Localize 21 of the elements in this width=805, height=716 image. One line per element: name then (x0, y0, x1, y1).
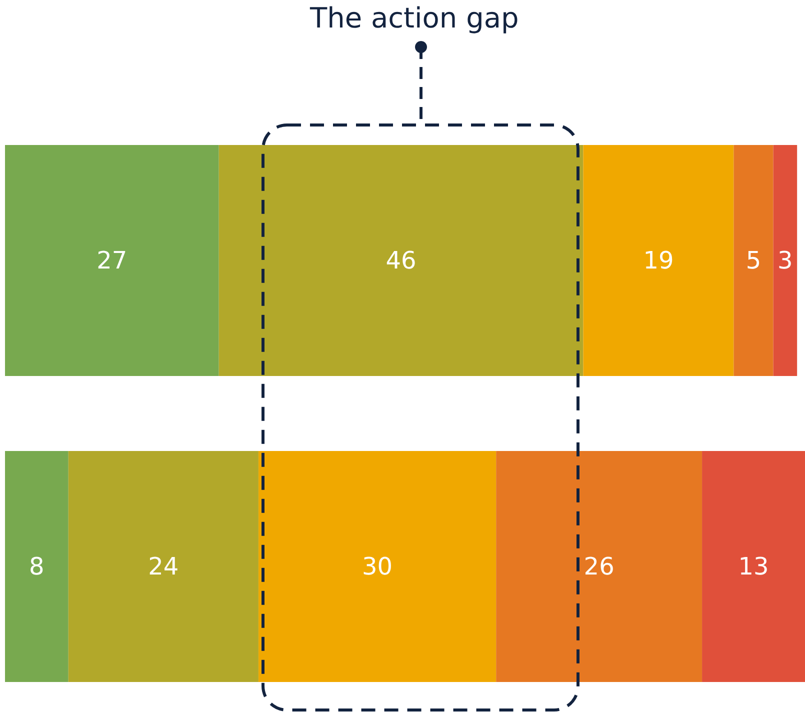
bar (496, 451, 702, 682)
bar (734, 145, 774, 376)
bar (702, 451, 805, 682)
data-label: 46 (386, 246, 416, 274)
bar (258, 451, 496, 682)
data-label: 8 (29, 552, 44, 580)
data-label: 24 (148, 552, 179, 580)
bar (218, 145, 584, 376)
bar (773, 145, 798, 376)
data-label: 27 (96, 246, 128, 274)
data-label: 3 (778, 246, 793, 274)
data-label: 5 (746, 246, 762, 274)
data-label: 30 (362, 552, 393, 580)
text: The action gap (309, 2, 519, 34)
bar (5, 145, 219, 376)
bar (5, 451, 68, 682)
bar (68, 451, 258, 682)
data-label: 13 (738, 552, 769, 580)
data-label: 26 (584, 552, 614, 580)
bar (583, 145, 734, 376)
data-label: 19 (643, 246, 674, 274)
